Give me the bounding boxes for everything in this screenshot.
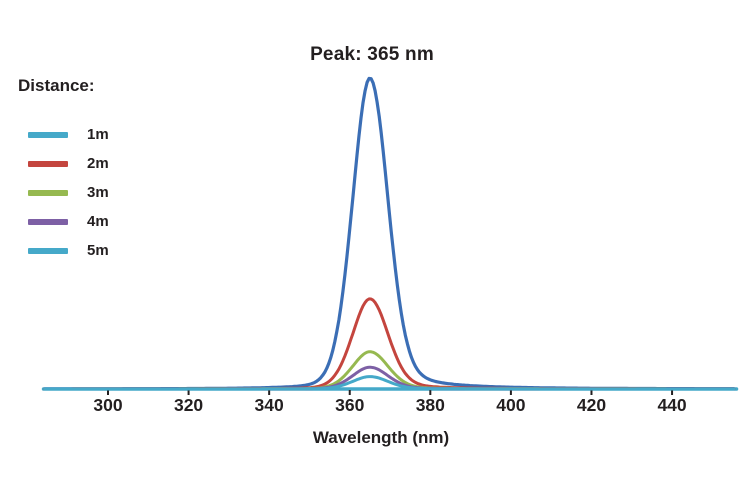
x-tick-label: 300 (93, 395, 122, 415)
series-curve-1m (43, 76, 736, 391)
legend: Distance: 1m 2m 3m 4m 5m (18, 76, 168, 265)
x-axis-label: Wavelength (nm) (312, 428, 450, 447)
x-tick-label: 440 (657, 395, 686, 415)
legend-label-4m: 4m (87, 213, 109, 230)
legend-items: 1m 2m 3m 4m 5m (28, 120, 168, 265)
x-tick-label: 360 (335, 395, 364, 415)
legend-label-3m: 3m (87, 184, 109, 201)
legend-swatch-5m (28, 247, 68, 254)
x-tick-label: 380 (416, 395, 445, 415)
legend-label-1m: 1m (87, 126, 109, 143)
legend-label-2m: 2m (87, 155, 109, 172)
x-tick-label: 420 (577, 395, 606, 415)
series-curve-4m (43, 365, 736, 391)
legend-swatch-3m (28, 189, 68, 196)
legend-item-5m: 5m (28, 236, 168, 265)
legend-item-4m: 4m (28, 207, 168, 236)
legend-item-1m: 1m (28, 120, 168, 149)
legend-item-2m: 2m (28, 149, 168, 178)
legend-item-3m: 3m (28, 178, 168, 207)
x-tick-label: 320 (174, 395, 203, 415)
chart-title: Peak: 365 nm (310, 44, 434, 65)
legend-swatch-2m (28, 160, 68, 167)
series-curve-5m (43, 375, 736, 391)
x-tick-label: 400 (496, 395, 525, 415)
legend-label-5m: 5m (87, 242, 109, 259)
legend-swatch-1m (28, 131, 68, 138)
legend-swatch-4m (28, 218, 68, 225)
x-tick-label: 340 (255, 395, 284, 415)
legend-title: Distance: (18, 76, 95, 95)
